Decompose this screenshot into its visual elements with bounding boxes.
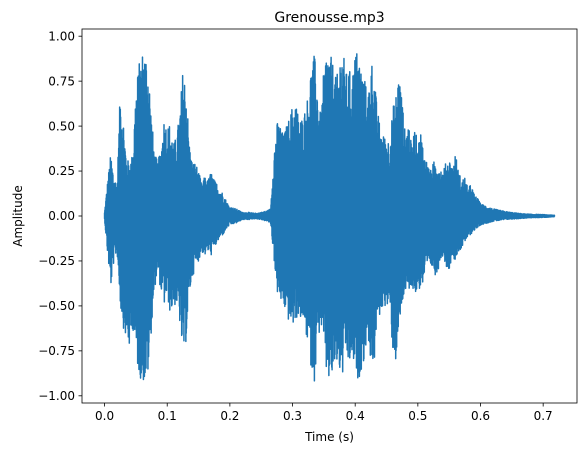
x-tick-label: 0.3 (283, 409, 302, 423)
y-tick-label: 0.25 (48, 164, 75, 178)
waveform-series (103, 53, 556, 382)
x-tick-label: 0.7 (534, 409, 553, 423)
x-axis-label: Time (s) (304, 430, 354, 444)
plot-area (103, 53, 556, 382)
x-tick-label: 0.1 (158, 409, 177, 423)
y-tick-label: −0.25 (38, 254, 75, 268)
x-axis-ticks: 0.0 0.1 0.2 0.3 0.4 0.5 0.6 0.7 (95, 403, 553, 423)
y-tick-label: −1.00 (38, 389, 75, 403)
y-tick-label: 0.75 (48, 74, 75, 88)
chart-title: Grenousse.mp3 (274, 10, 384, 26)
y-tick-label: 1.00 (48, 29, 75, 43)
x-tick-label: 0.6 (471, 409, 490, 423)
y-axis-ticks: −1.00 −0.75 −0.50 −0.25 0.00 0.25 0.50 0.75 1.00 (38, 29, 82, 403)
x-tick-label: 0.0 (95, 409, 114, 423)
x-tick-label: 0.2 (220, 409, 239, 423)
x-tick-label: 0.4 (346, 409, 365, 423)
waveform-line (103, 53, 556, 382)
y-tick-label: −0.50 (38, 299, 75, 313)
y-tick-label: 0.50 (48, 119, 75, 133)
y-tick-label: −0.75 (38, 344, 75, 358)
y-tick-label: 0.00 (48, 209, 75, 223)
x-tick-label: 0.5 (408, 409, 427, 423)
y-axis-label: Amplitude (11, 185, 25, 247)
